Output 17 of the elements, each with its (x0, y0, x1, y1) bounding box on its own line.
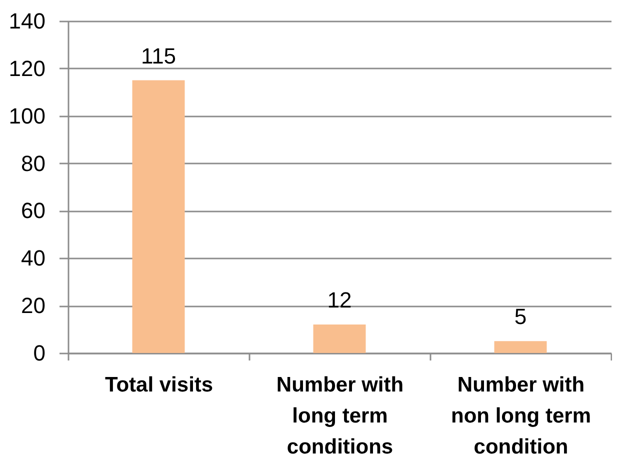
y-tick-label: 140 (8, 8, 46, 34)
bar (313, 324, 366, 353)
y-tick-label: 40 (21, 246, 46, 271)
data-label: 12 (327, 288, 352, 313)
y-tick-label: 100 (8, 103, 46, 128)
y-tick-label: 20 (21, 293, 46, 318)
y-tick-label: 80 (21, 150, 46, 176)
data-label: 115 (140, 43, 176, 68)
y-tick-label: 60 (21, 198, 46, 224)
x-tick-label: Total visits (104, 374, 214, 396)
y-tick-label: 0 (33, 340, 46, 366)
x-tick-label: Number with long term conditions (276, 374, 404, 458)
bar (494, 341, 547, 353)
y-tick-label: 120 (8, 56, 46, 81)
x-tick-label: Number with non long term condition (451, 374, 591, 458)
bar (132, 80, 185, 353)
data-label: 5 (514, 304, 527, 330)
